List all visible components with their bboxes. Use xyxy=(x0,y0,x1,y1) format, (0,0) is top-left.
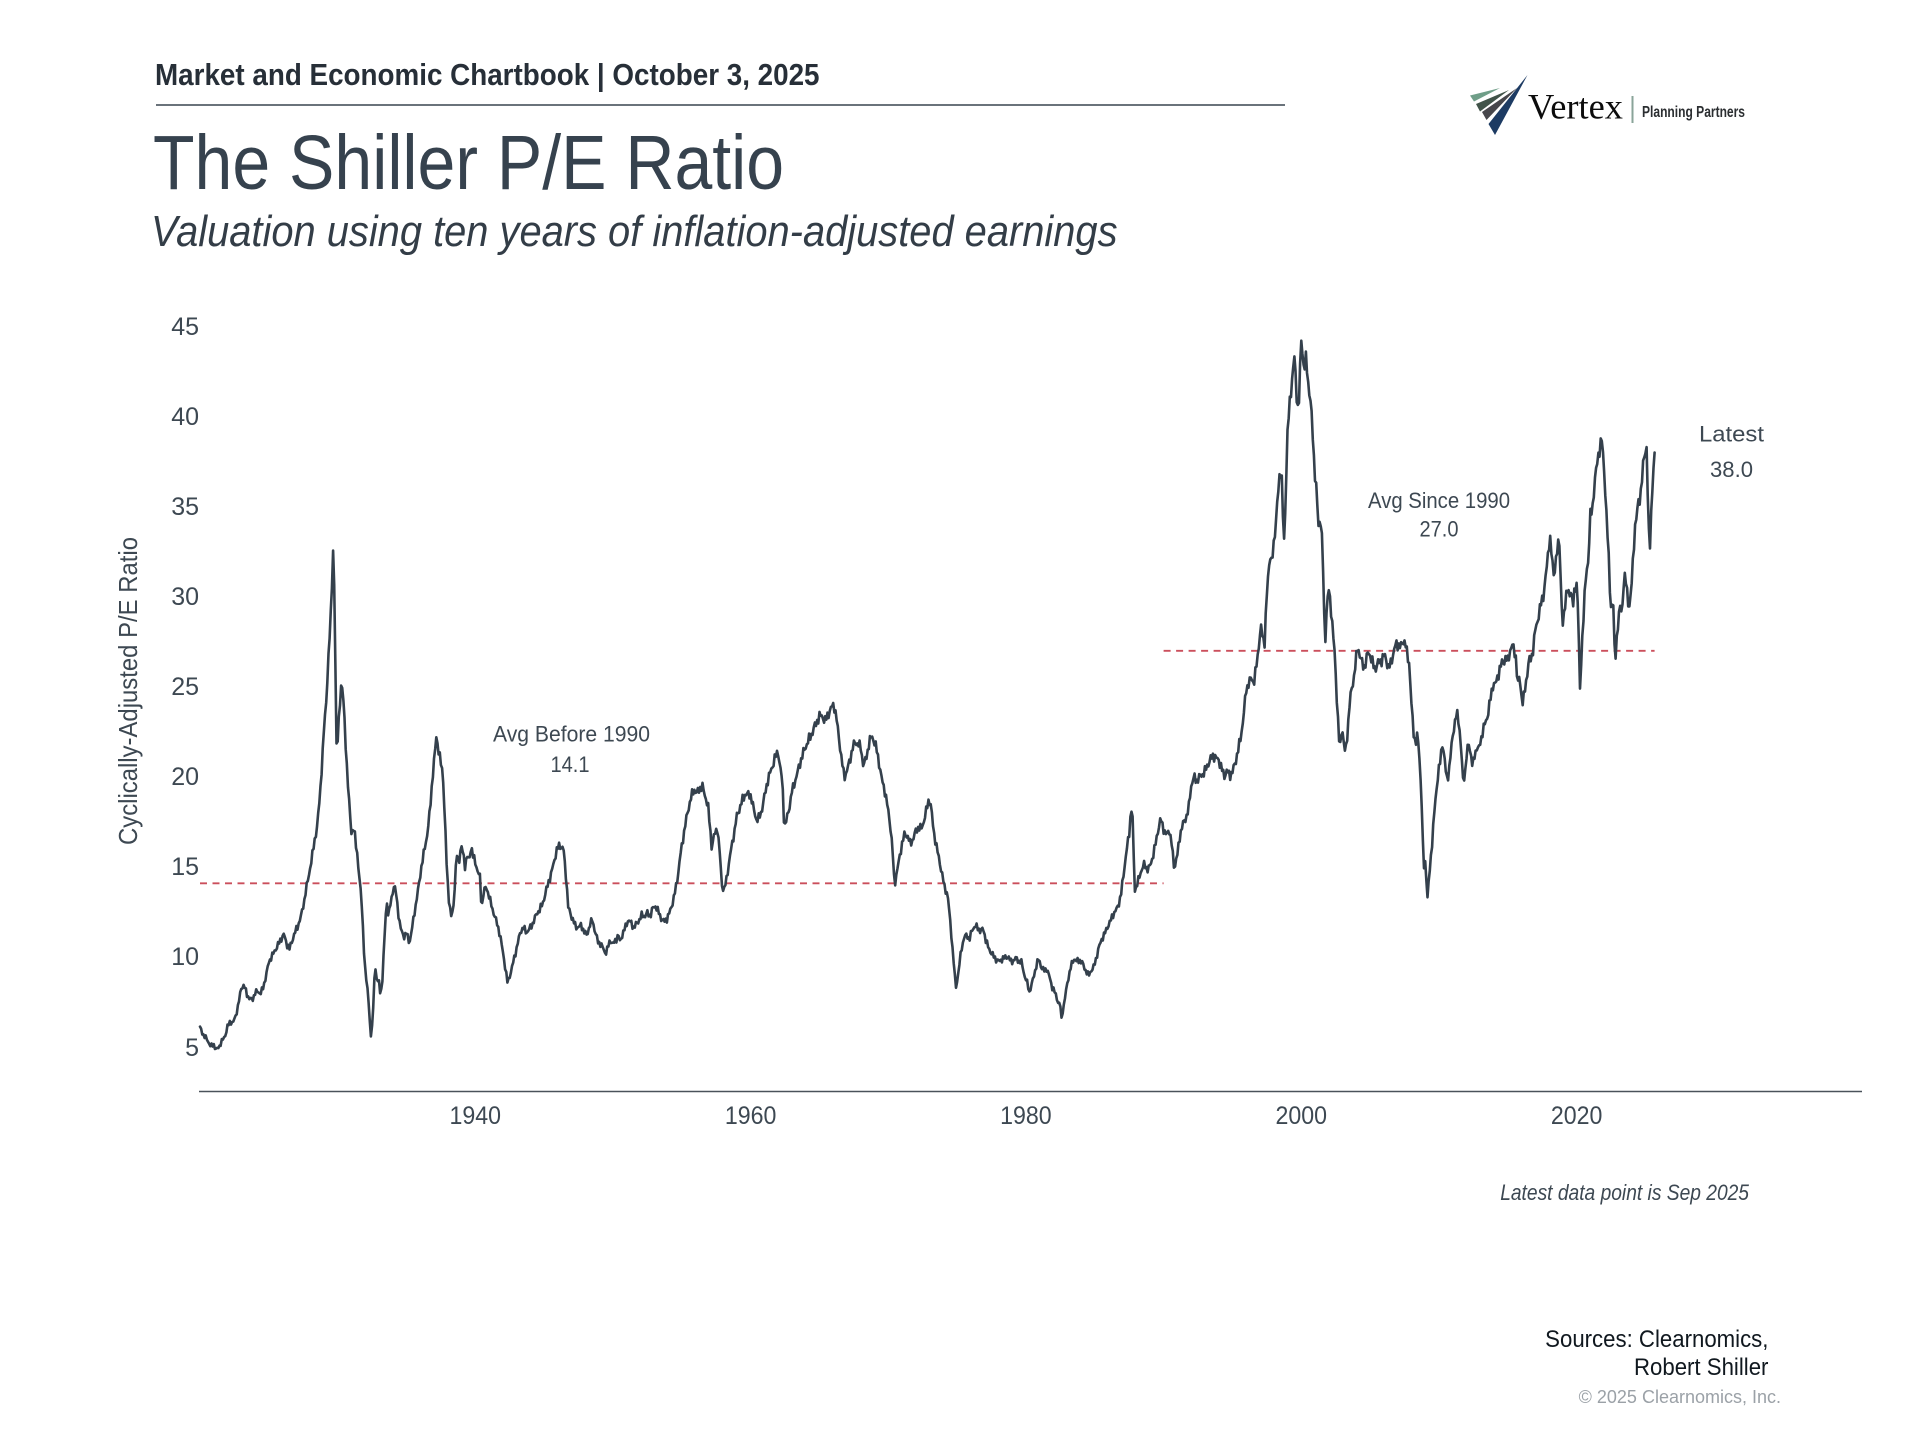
svg-text:5: 5 xyxy=(185,1034,199,1062)
svg-text:25: 25 xyxy=(171,673,199,701)
svg-text:10: 10 xyxy=(171,943,199,971)
svg-text:1980: 1980 xyxy=(1000,1102,1052,1130)
svg-text:20: 20 xyxy=(171,763,199,791)
svg-text:2000: 2000 xyxy=(1276,1102,1328,1130)
svg-text:30: 30 xyxy=(171,583,199,611)
svg-text:45: 45 xyxy=(171,313,199,341)
svg-text:Avg Since 1990: Avg Since 1990 xyxy=(1368,488,1510,513)
svg-text:15: 15 xyxy=(171,853,199,881)
svg-text:1940: 1940 xyxy=(450,1102,502,1130)
svg-text:35: 35 xyxy=(171,493,199,521)
svg-text:Latest: Latest xyxy=(1699,422,1764,447)
svg-text:40: 40 xyxy=(171,403,199,431)
svg-text:1960: 1960 xyxy=(725,1102,777,1130)
svg-text:Vertex: Vertex xyxy=(1528,87,1623,127)
svg-text:27.0: 27.0 xyxy=(1420,517,1459,542)
svg-text:Cyclically-Adjusted P/E Ratio: Cyclically-Adjusted P/E Ratio xyxy=(113,537,143,845)
svg-text:38.0: 38.0 xyxy=(1710,457,1753,482)
svg-text:Avg Before 1990: Avg Before 1990 xyxy=(493,722,650,747)
svg-text:2020: 2020 xyxy=(1551,1102,1603,1130)
svg-text:14.1: 14.1 xyxy=(551,752,590,777)
svg-text:Planning Partners: Planning Partners xyxy=(1642,104,1745,121)
